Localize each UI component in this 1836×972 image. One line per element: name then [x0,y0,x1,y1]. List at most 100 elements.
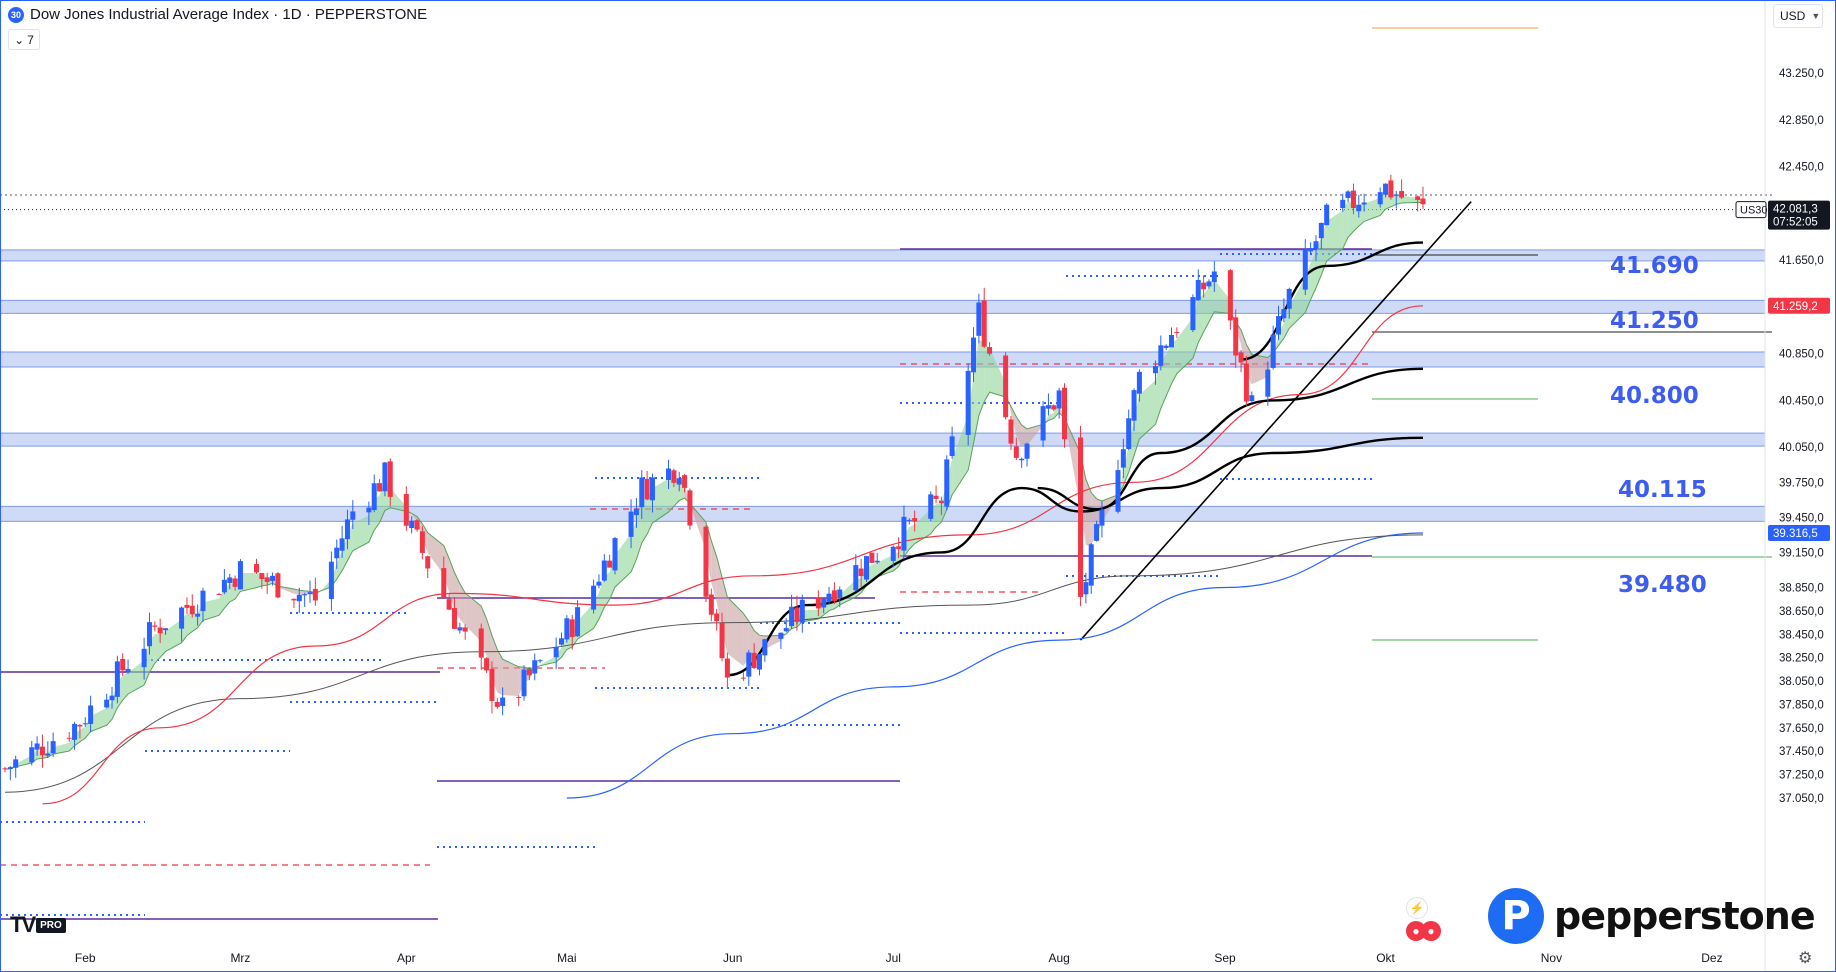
candle-body [366,507,372,513]
y-tick-label: 43.250,0 [1779,68,1824,80]
sma200-price-label-text: 39.316,5 [1773,528,1818,540]
candle-body [906,519,912,521]
candle-body [553,647,559,658]
drawing-lines [0,27,1772,920]
ribbon-segment [598,576,605,620]
ribbon-segment [502,659,519,697]
y-tick-label: 38.250,0 [1779,653,1824,665]
candle-body [1286,288,1292,309]
ribbon-segment [1123,445,1129,486]
moving-average-line [1037,367,1424,511]
y-tick-label: 37.450,0 [1779,746,1824,758]
moving-average-line [566,532,1424,799]
y-tick-label: 39.750,0 [1779,477,1824,489]
ribbon-segment [1198,294,1204,343]
chart-header: 30 Dow Jones Industrial Average Index · … [8,6,427,23]
candle-body [682,475,688,488]
candle-body [1120,449,1126,468]
candle-body [1056,390,1062,409]
ribbon-segment [459,583,466,626]
indicators-toggle[interactable]: ⌄ 7 [8,29,40,50]
candle-body [152,625,158,627]
candle-body [179,607,185,629]
pepperstone-logo: P pepperstone [1488,888,1816,944]
symbol-tag-bg [1735,201,1767,219]
candle-body [746,652,752,677]
candle-body [740,677,746,679]
candle-body [296,594,302,602]
symbol-badge[interactable]: 30 [8,6,24,23]
candle-body [500,697,506,707]
symbol-tag-text: US30 [1740,205,1768,217]
candle-body [1302,249,1308,290]
candle-body [419,531,425,553]
candle-body [1040,406,1046,441]
candle-body [29,747,35,763]
ribbon-segment [154,633,161,664]
candle-body [1356,204,1362,212]
candle-body [976,302,982,336]
candle-body [275,573,281,598]
candle-body [1206,281,1212,287]
candle-body [1013,446,1019,458]
candle-body [2,768,8,770]
y-tick-label: 42.450,0 [1779,162,1824,174]
ribbon-segment [1021,425,1028,448]
candle-body [649,477,655,501]
currency-select[interactable]: USD ▼ [1773,4,1823,28]
y-tick-label: 42.850,0 [1779,115,1824,127]
last-price-label-text: 42.081,3 [1773,204,1818,216]
candle-body [7,767,13,770]
candle-body [687,490,693,526]
indicator-count: 7 [27,32,34,47]
ribbon-segment [315,579,332,597]
candle-body [403,494,409,526]
candle-body [1131,390,1137,421]
pepperstone-wordmark: pepperstone [1554,894,1816,938]
candle-body [799,599,805,623]
candle-body [874,560,880,563]
candle-body [1024,443,1030,459]
moving-average-line [4,534,1424,793]
y-tick-label: 38.850,0 [1779,583,1824,595]
candle-body [778,632,784,639]
ribbon-segment [390,487,407,512]
level-tag-40115: 40.115 [1618,477,1707,503]
price-axis: 43.250,0 42.850,0 42.450,0 41.650,0 40.850,0… [1735,0,1830,972]
candle-body [890,546,896,561]
candle-body [569,619,575,638]
candle-body [195,613,201,617]
ribbon-segment [936,503,942,527]
candle-body [724,658,730,678]
us-flag-icon[interactable]: ● [1421,921,1441,941]
candle-body [339,538,345,551]
candle-body [1393,194,1399,196]
candle-body [45,753,51,756]
candle-body [425,556,431,569]
y-tick-label: 38.450,0 [1779,629,1824,641]
ribbon-segment [577,603,594,640]
candle-body [334,547,340,559]
candle-body [933,495,939,499]
ribbon-segment [978,339,985,416]
ribbon-segment [641,499,648,544]
candle-body [1003,355,1009,418]
candle-body [1238,352,1244,363]
y-tick-label: 39.450,0 [1779,512,1824,524]
tradingview-mark-icon: TV [10,912,36,937]
level-tag-41690: 41.690 [1610,253,1699,279]
ribbon-segment [1230,300,1236,328]
candle-body [382,462,388,492]
y-tick-label: 40.050,0 [1779,442,1824,454]
candle-body [72,723,78,740]
lightning-icon[interactable]: ⚡ [1406,897,1428,919]
gear-icon[interactable]: ⚙ [1798,950,1813,967]
candle-body [1249,395,1255,402]
candle-body [1227,270,1233,321]
ribbon-segment [673,479,680,507]
tradingview-logo[interactable]: TV PRO [10,912,66,938]
candle-body [1383,183,1389,195]
ribbon-segment [186,613,193,636]
